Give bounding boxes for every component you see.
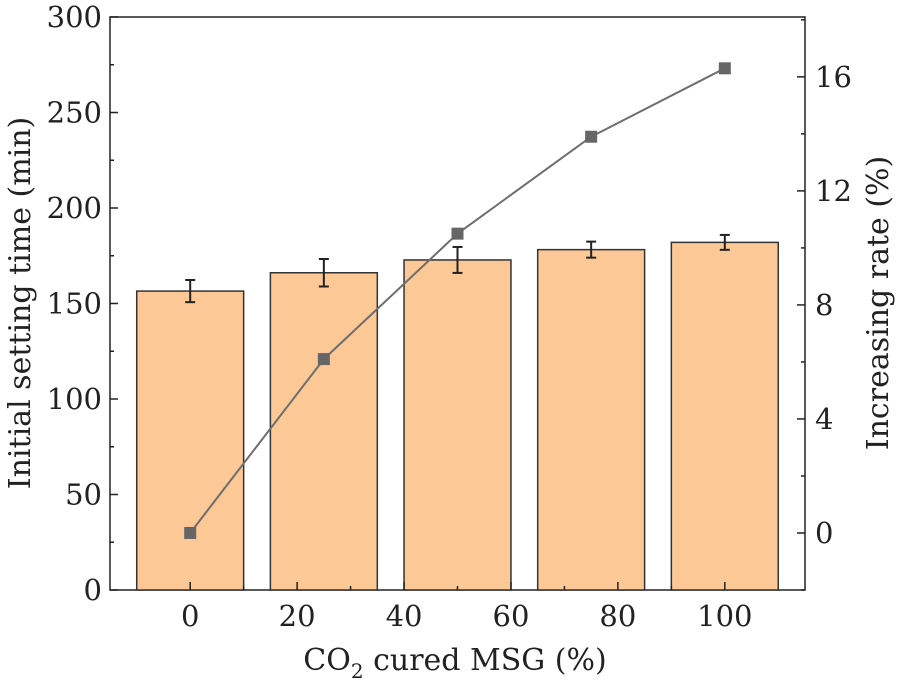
- line-marker: [451, 227, 464, 240]
- bar: [670, 241, 780, 591]
- y-tick-label: 50: [65, 478, 102, 512]
- line-marker: [718, 62, 731, 75]
- y2-tick-label: 8: [815, 288, 833, 322]
- y2-tick-label: 4: [815, 402, 833, 436]
- x-tick-label: 80: [599, 599, 636, 633]
- bar: [269, 271, 379, 591]
- x-tick-label: 0: [181, 599, 199, 633]
- y-tick-label: 250: [47, 96, 102, 130]
- bar: [536, 248, 646, 591]
- x-tick-label: 20: [279, 599, 316, 633]
- y2-axis-label: Increasing rate (%): [861, 156, 896, 451]
- y-axis-label: Initial setting time (min): [3, 117, 38, 490]
- y-tick-label: 150: [47, 287, 102, 321]
- bar: [403, 259, 512, 591]
- y-tick-label: 100: [47, 382, 102, 416]
- line-marker: [585, 130, 598, 143]
- line-marker: [317, 353, 330, 366]
- y-tick-label: 200: [47, 191, 102, 225]
- line-marker: [184, 526, 197, 539]
- y-tick-label: 0: [84, 573, 102, 607]
- y2-tick-label: 12: [815, 174, 852, 208]
- y-tick-label: 300: [47, 0, 102, 34]
- x-tick-label: 100: [697, 599, 752, 633]
- y2-tick-label: 0: [815, 516, 833, 550]
- x-tick-label: 40: [386, 599, 423, 633]
- y2-tick-label: 16: [815, 60, 852, 94]
- x-axis-label: CO2 cured MSG (%): [303, 643, 606, 681]
- bar: [135, 290, 245, 591]
- x-tick-label: 60: [493, 599, 530, 633]
